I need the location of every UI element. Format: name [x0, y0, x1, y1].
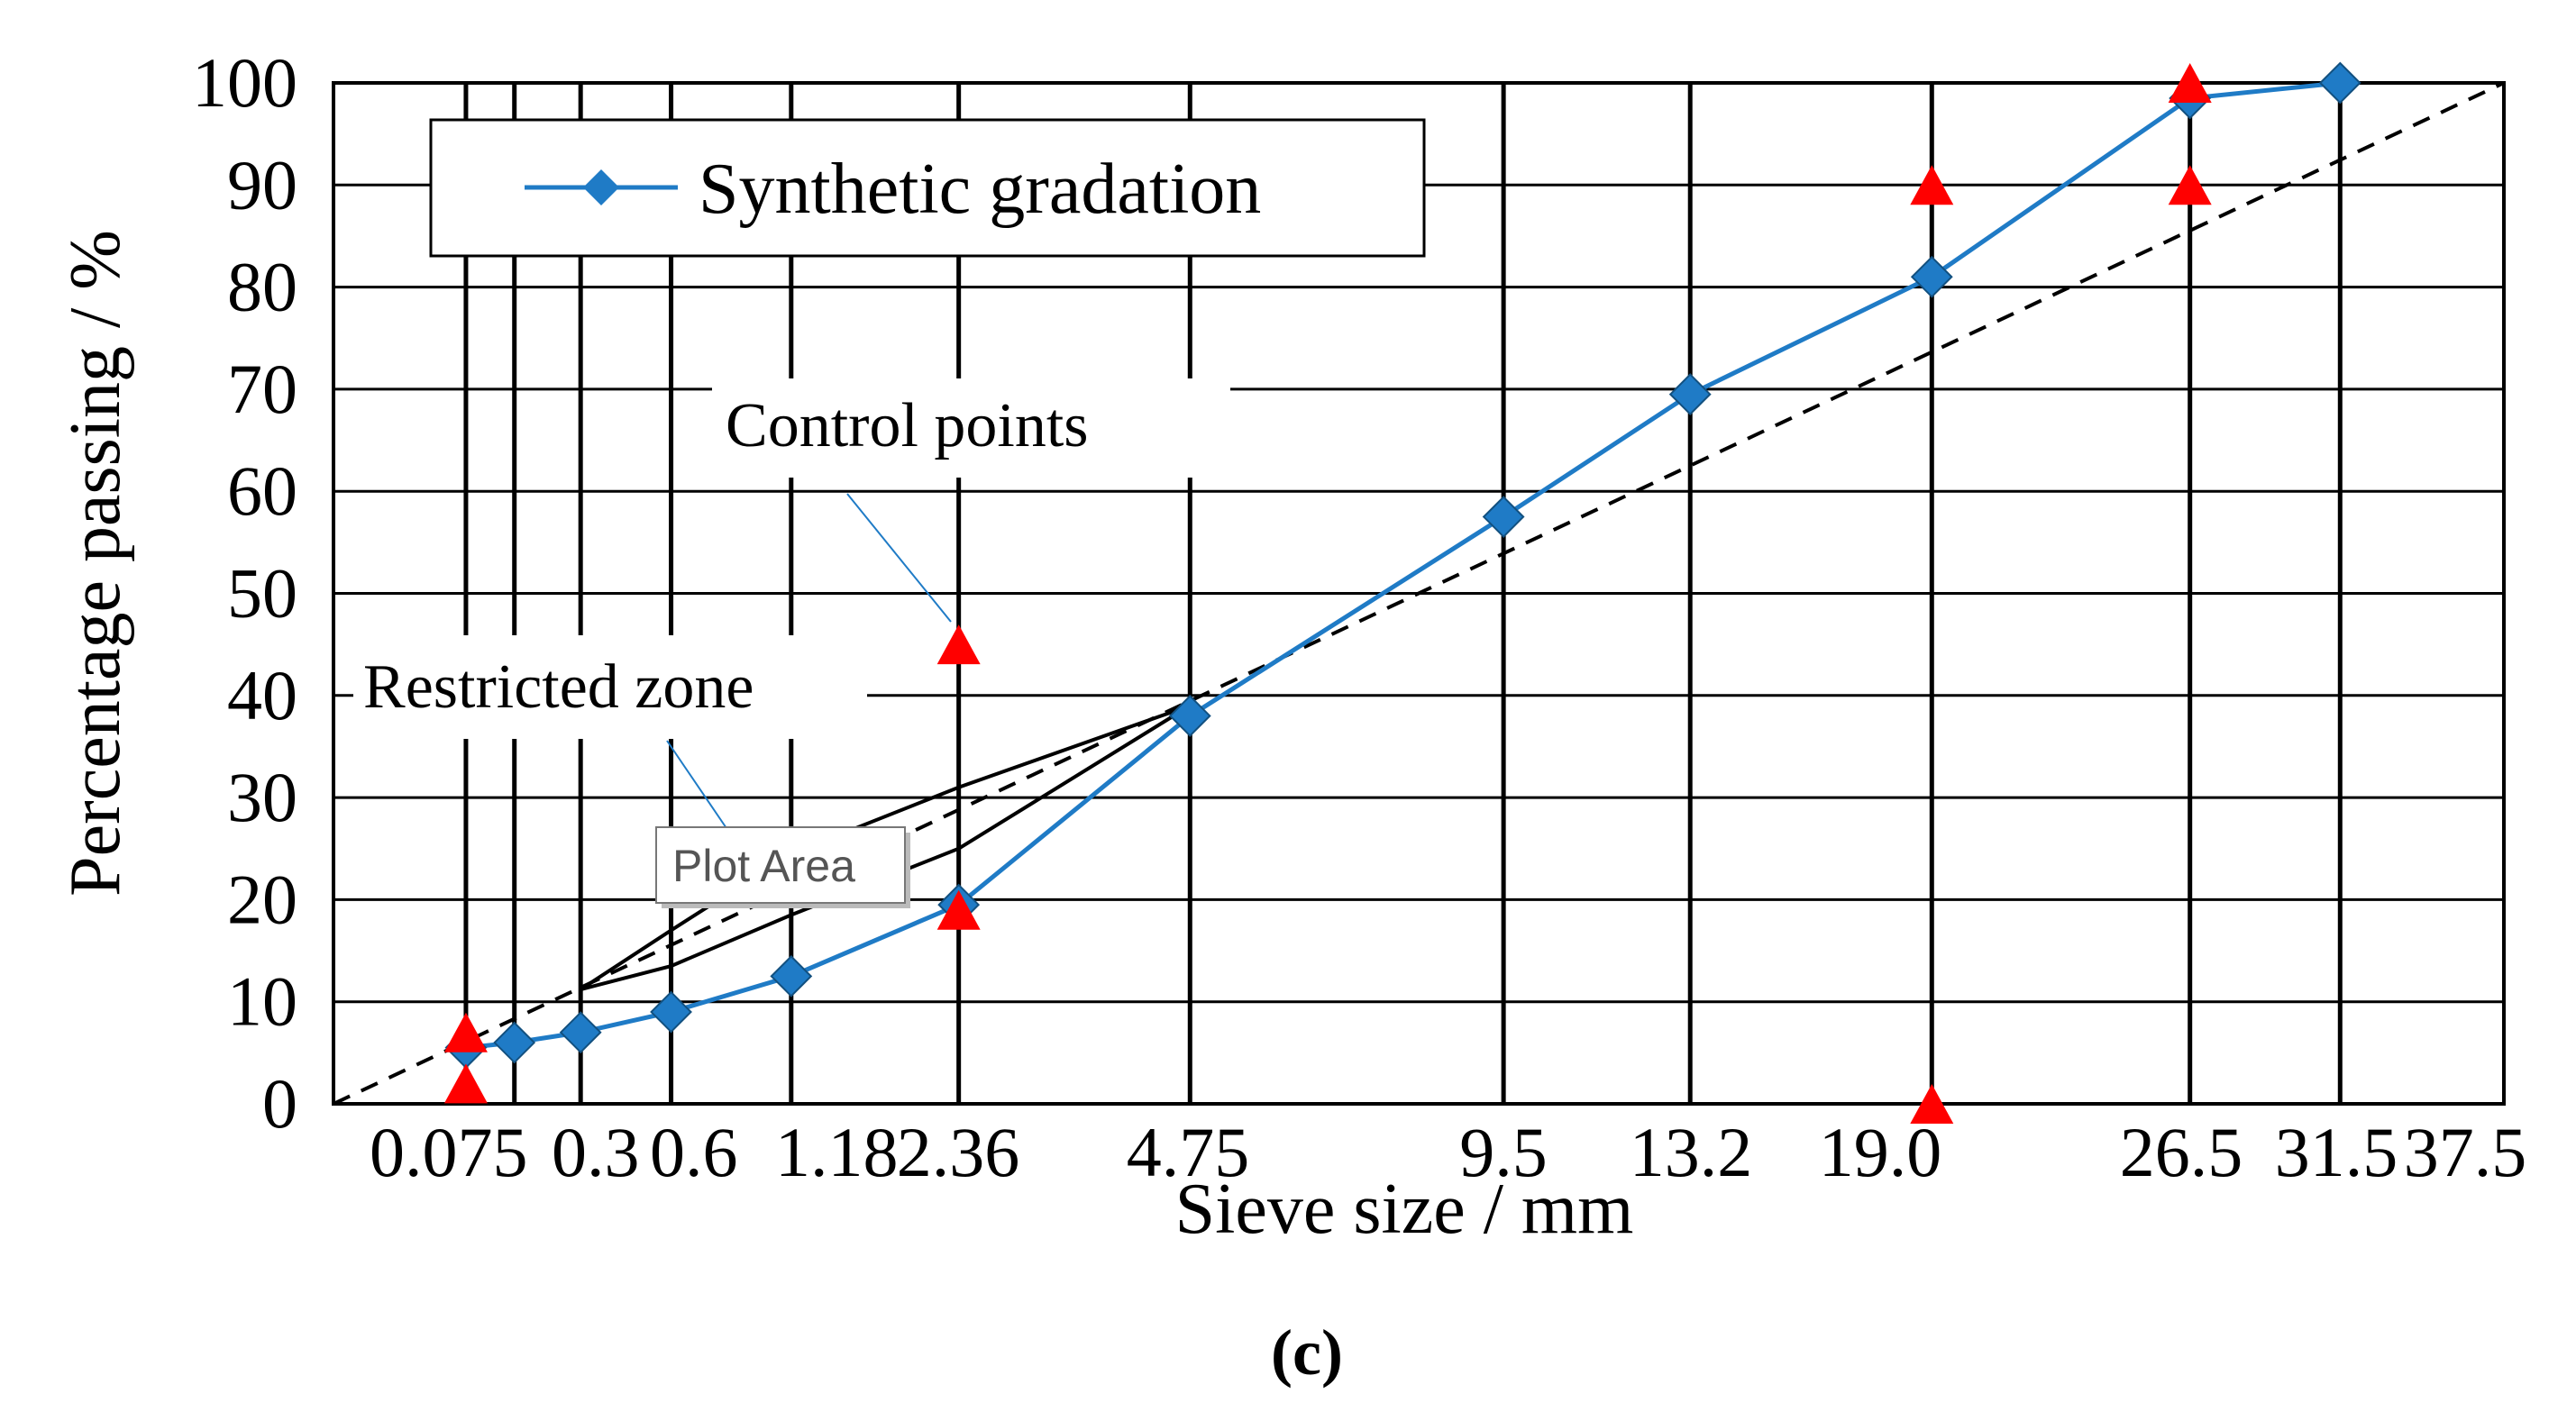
x-tick-label: 9.5: [1459, 1113, 1548, 1191]
data-point-marker: [1482, 496, 1525, 538]
x-axis-title: Sieve size / mm: [1175, 1170, 1634, 1249]
y-tick-label: 80: [227, 248, 297, 326]
plot-area-border: [332, 81, 2506, 1106]
x-tick-label: 19.0: [1819, 1113, 1942, 1191]
legend-diamond-marker: [583, 169, 619, 205]
legend: Synthetic gradation: [429, 118, 1426, 258]
control-point-marker: [2168, 165, 2212, 205]
control-point-marker: [443, 1063, 488, 1104]
y-tick-label: 100: [192, 43, 297, 122]
y-tick-label: 10: [227, 962, 297, 1041]
figure-caption: (c): [1271, 1316, 1343, 1389]
y-tick-label: 20: [227, 860, 297, 938]
control-points-annotation: Control points: [712, 378, 1230, 623]
x-tick-label: 26.5: [2120, 1113, 2243, 1191]
x-tick-label: 1.18: [775, 1113, 899, 1191]
x-tick-label: 0.075: [370, 1113, 528, 1191]
restricted-zone-label: Restricted zone: [363, 652, 754, 722]
restricted-zone-label-bg: [353, 635, 867, 739]
control-points: [443, 63, 2212, 1124]
control-points-label: Control points: [726, 391, 1089, 460]
x-tick-label: 0.3: [552, 1113, 640, 1191]
x-tick-label: 2.36: [897, 1113, 1020, 1191]
x-tick-label: 13.2: [1630, 1113, 1753, 1191]
data-point-marker: [650, 990, 692, 1034]
restricted-zone-lower: [580, 704, 1192, 992]
y-tick-label: 90: [227, 145, 297, 223]
y-axis-tick-labels: 0 10 20 30 40 50 60 70 80 90 100: [192, 43, 297, 1143]
x-tick-label: 0.6: [650, 1113, 738, 1191]
data-point-marker: [1910, 255, 1953, 298]
data-point-marker: [770, 954, 813, 998]
restricted-zone-annotation: Restricted zone: [353, 635, 867, 834]
x-tick-label: 4.75: [1127, 1113, 1250, 1191]
data-point-marker: [2318, 61, 2361, 105]
data-point-marker: [1668, 373, 1712, 415]
control-point-marker: [936, 889, 981, 930]
y-tick-label: 0: [262, 1064, 297, 1143]
data-point-marker: [1168, 695, 1211, 737]
y-tick-label: 70: [227, 350, 297, 428]
y-tick-label: 40: [227, 656, 297, 734]
control-points-label-bg: [712, 378, 1230, 478]
data-point-marker: [559, 1011, 602, 1054]
y-tick-label: 30: [227, 758, 297, 836]
control-point-marker: [1910, 165, 1954, 205]
restricted-zone-leader: [666, 740, 731, 834]
maximum-density-line: [333, 81, 2505, 1106]
tooltip-text: Plot Area: [672, 841, 855, 891]
control-points-leader: [846, 493, 952, 623]
data-point-marker: [493, 1021, 536, 1064]
y-axis-title: Percentage passing / %: [56, 230, 135, 897]
legend-label: Synthetic gradation: [699, 150, 1261, 229]
control-point-marker: [1910, 1084, 1954, 1124]
control-point-marker: [443, 1012, 488, 1052]
tooltip-box: [655, 826, 906, 904]
y-tick-label: 50: [227, 554, 297, 633]
control-point-marker: [936, 624, 981, 665]
x-tick-label: 31.5: [2275, 1113, 2398, 1191]
plot-area-tooltip: Plot Area: [655, 826, 910, 908]
x-tick-label: 37.5: [2404, 1113, 2527, 1191]
x-axis-tick-labels: 0.075 0.3 0.6 1.182.36 4.75 9.5 13.2 19.0 26.5 31…: [370, 1113, 2526, 1191]
control-point-marker: [2168, 63, 2212, 103]
y-tick-label: 60: [227, 451, 297, 530]
